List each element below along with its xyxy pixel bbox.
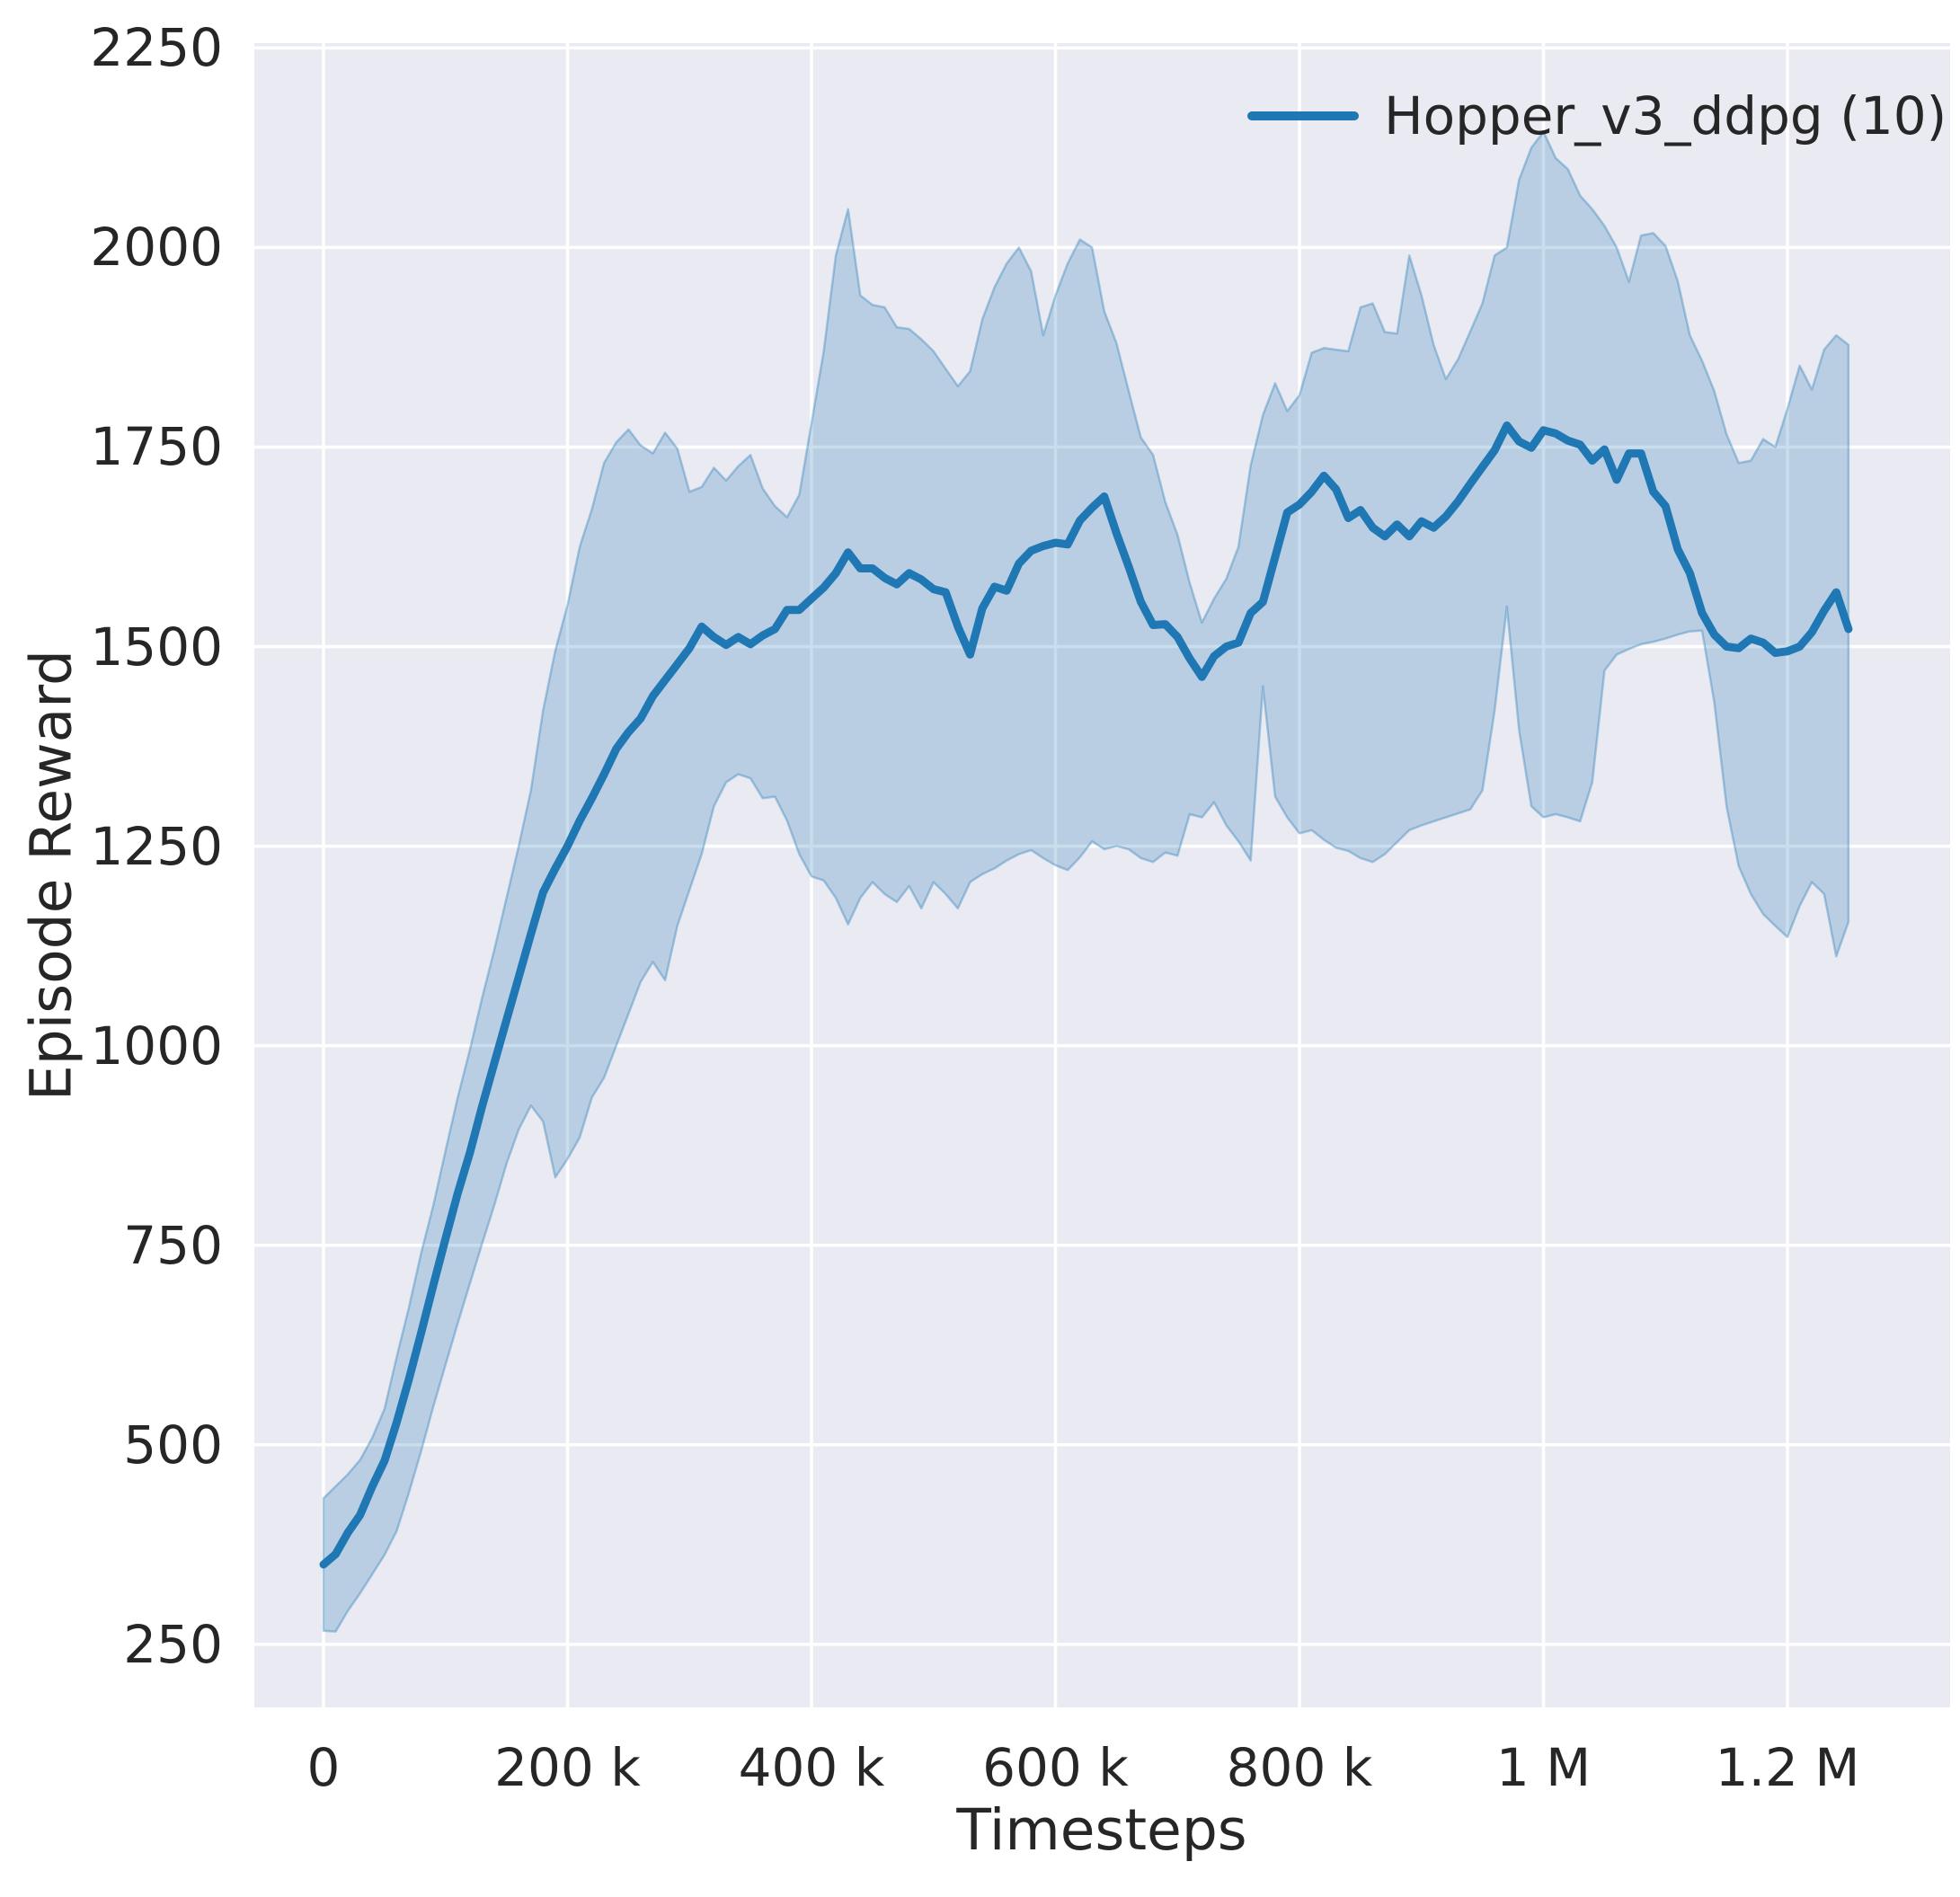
y-tick-label: 500 <box>123 1414 223 1476</box>
mean-line <box>319 421 1853 1569</box>
y-tick-label: 1000 <box>90 1015 223 1077</box>
x-axis-label: Timesteps <box>956 1797 1247 1863</box>
x-tick-label: 200 k <box>494 1737 641 1798</box>
x-tick-label: 600 k <box>982 1737 1129 1798</box>
y-axis-label: Episode Reward <box>18 649 84 1102</box>
x-tick-label: 400 k <box>738 1737 885 1798</box>
y-tick-label: 2250 <box>90 17 223 79</box>
gridlines <box>254 43 1950 1707</box>
x-tick-label: 800 k <box>1226 1737 1373 1798</box>
x-tick-label: 1.2 M <box>1715 1737 1860 1798</box>
y-tick-label: 250 <box>123 1613 223 1675</box>
y-tick-label: 750 <box>123 1214 223 1276</box>
y-tick-label: 1500 <box>90 616 223 678</box>
x-tick-label: 0 <box>306 1737 341 1798</box>
legend-line-swatch <box>1247 111 1359 120</box>
y-tick-label: 1250 <box>90 815 223 877</box>
x-tick-label: 1 M <box>1495 1737 1592 1798</box>
plot-background <box>254 43 1950 1707</box>
legend: Hopper_v3_ddpg (10) <box>1247 84 1947 147</box>
y-tick-label: 1750 <box>90 416 223 478</box>
confidence-band <box>322 130 1850 1633</box>
y-tick-label: 2000 <box>90 217 223 279</box>
legend-label: Hopper_v3_ddpg (10) <box>1384 85 1947 146</box>
